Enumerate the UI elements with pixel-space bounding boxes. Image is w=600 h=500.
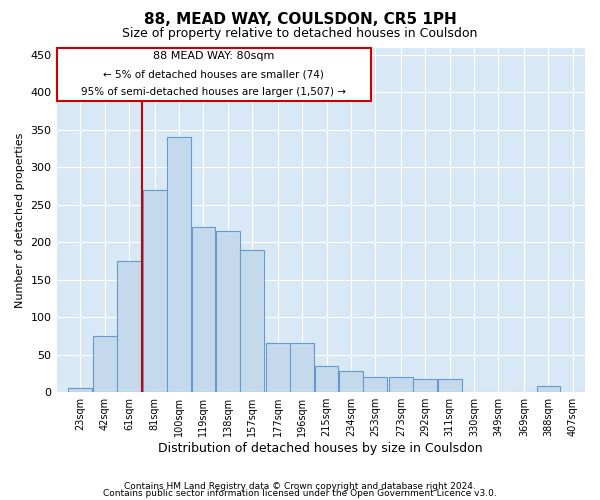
Bar — [143, 190, 167, 392]
Bar — [68, 388, 92, 392]
Bar — [216, 231, 239, 392]
Bar — [314, 366, 338, 392]
Text: 88 MEAD WAY: 80sqm: 88 MEAD WAY: 80sqm — [153, 52, 274, 62]
Bar — [364, 377, 387, 392]
Bar — [413, 378, 437, 392]
Bar — [536, 386, 560, 392]
X-axis label: Distribution of detached houses by size in Coulsdon: Distribution of detached houses by size … — [158, 442, 483, 455]
Bar — [117, 261, 141, 392]
Bar — [167, 138, 191, 392]
Bar — [266, 344, 290, 392]
Bar — [240, 250, 264, 392]
Text: ← 5% of detached houses are smaller (74): ← 5% of detached houses are smaller (74) — [103, 70, 324, 80]
Bar — [438, 378, 461, 392]
Text: 95% of semi-detached houses are larger (1,507) →: 95% of semi-detached houses are larger (… — [81, 88, 346, 98]
Y-axis label: Number of detached properties: Number of detached properties — [15, 132, 25, 308]
Bar — [191, 228, 215, 392]
Bar — [389, 377, 413, 392]
Text: Contains HM Land Registry data © Crown copyright and database right 2024.: Contains HM Land Registry data © Crown c… — [124, 482, 476, 491]
Bar — [339, 371, 363, 392]
FancyBboxPatch shape — [56, 48, 371, 102]
Text: Contains public sector information licensed under the Open Government Licence v3: Contains public sector information licen… — [103, 488, 497, 498]
Bar — [290, 344, 314, 392]
Bar — [93, 336, 116, 392]
Text: Size of property relative to detached houses in Coulsdon: Size of property relative to detached ho… — [122, 28, 478, 40]
Text: 88, MEAD WAY, COULSDON, CR5 1PH: 88, MEAD WAY, COULSDON, CR5 1PH — [143, 12, 457, 28]
